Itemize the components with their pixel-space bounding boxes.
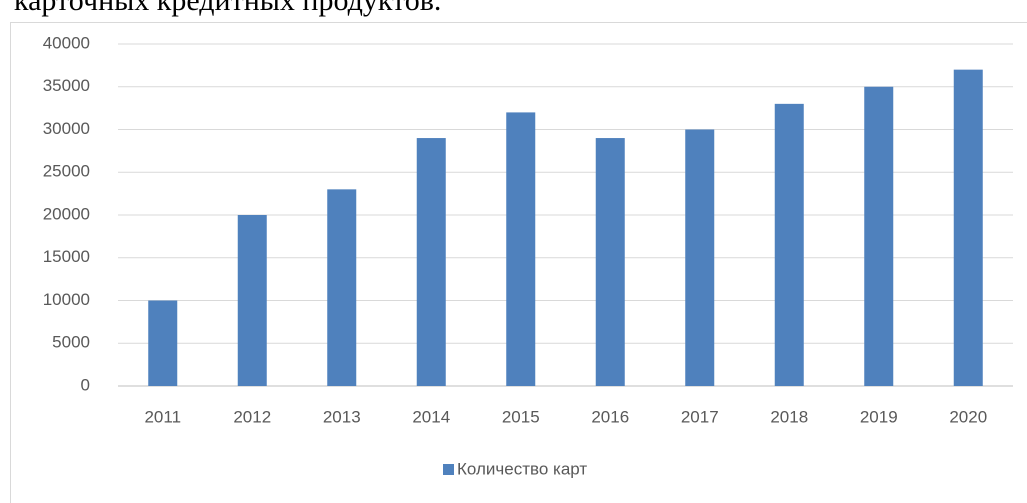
x-tick-label: 2018 — [770, 407, 808, 426]
y-tick-label: 20000 — [43, 204, 90, 223]
bar — [506, 112, 536, 387]
x-tick-label: 2014 — [412, 407, 450, 426]
y-tick-label: 25000 — [43, 162, 90, 181]
x-tick-label: 2017 — [681, 407, 719, 426]
x-tick-label: 2016 — [591, 407, 629, 426]
y-tick-label: 15000 — [43, 247, 90, 266]
y-tick-label: 30000 — [43, 119, 90, 138]
y-tick-label: 0 — [81, 375, 90, 394]
y-tick-label: 10000 — [43, 290, 90, 309]
chart-frame — [10, 22, 1027, 503]
bar — [864, 86, 894, 386]
y-tick-label: 5000 — [52, 333, 90, 352]
caption: карточных кредитных продуктов. — [14, 0, 441, 17]
bar — [774, 103, 804, 386]
x-tick-label: 2020 — [949, 407, 987, 426]
x-tick-label: 2012 — [233, 407, 271, 426]
bar — [327, 189, 357, 386]
bar — [148, 300, 178, 386]
x-tick-label: 2015 — [502, 407, 540, 426]
bar — [237, 215, 267, 386]
x-tick-label: 2011 — [144, 407, 181, 426]
legend-swatch — [443, 464, 454, 475]
y-tick-label: 35000 — [43, 76, 90, 95]
bar — [685, 129, 715, 386]
y-tick-label: 40000 — [43, 33, 90, 52]
bar — [416, 138, 446, 386]
bar — [953, 69, 983, 387]
x-tick-label: 2019 — [860, 407, 898, 426]
legend-label: Количество карт — [457, 459, 587, 478]
x-tick-label: 2013 — [323, 407, 361, 426]
bar — [595, 138, 625, 386]
